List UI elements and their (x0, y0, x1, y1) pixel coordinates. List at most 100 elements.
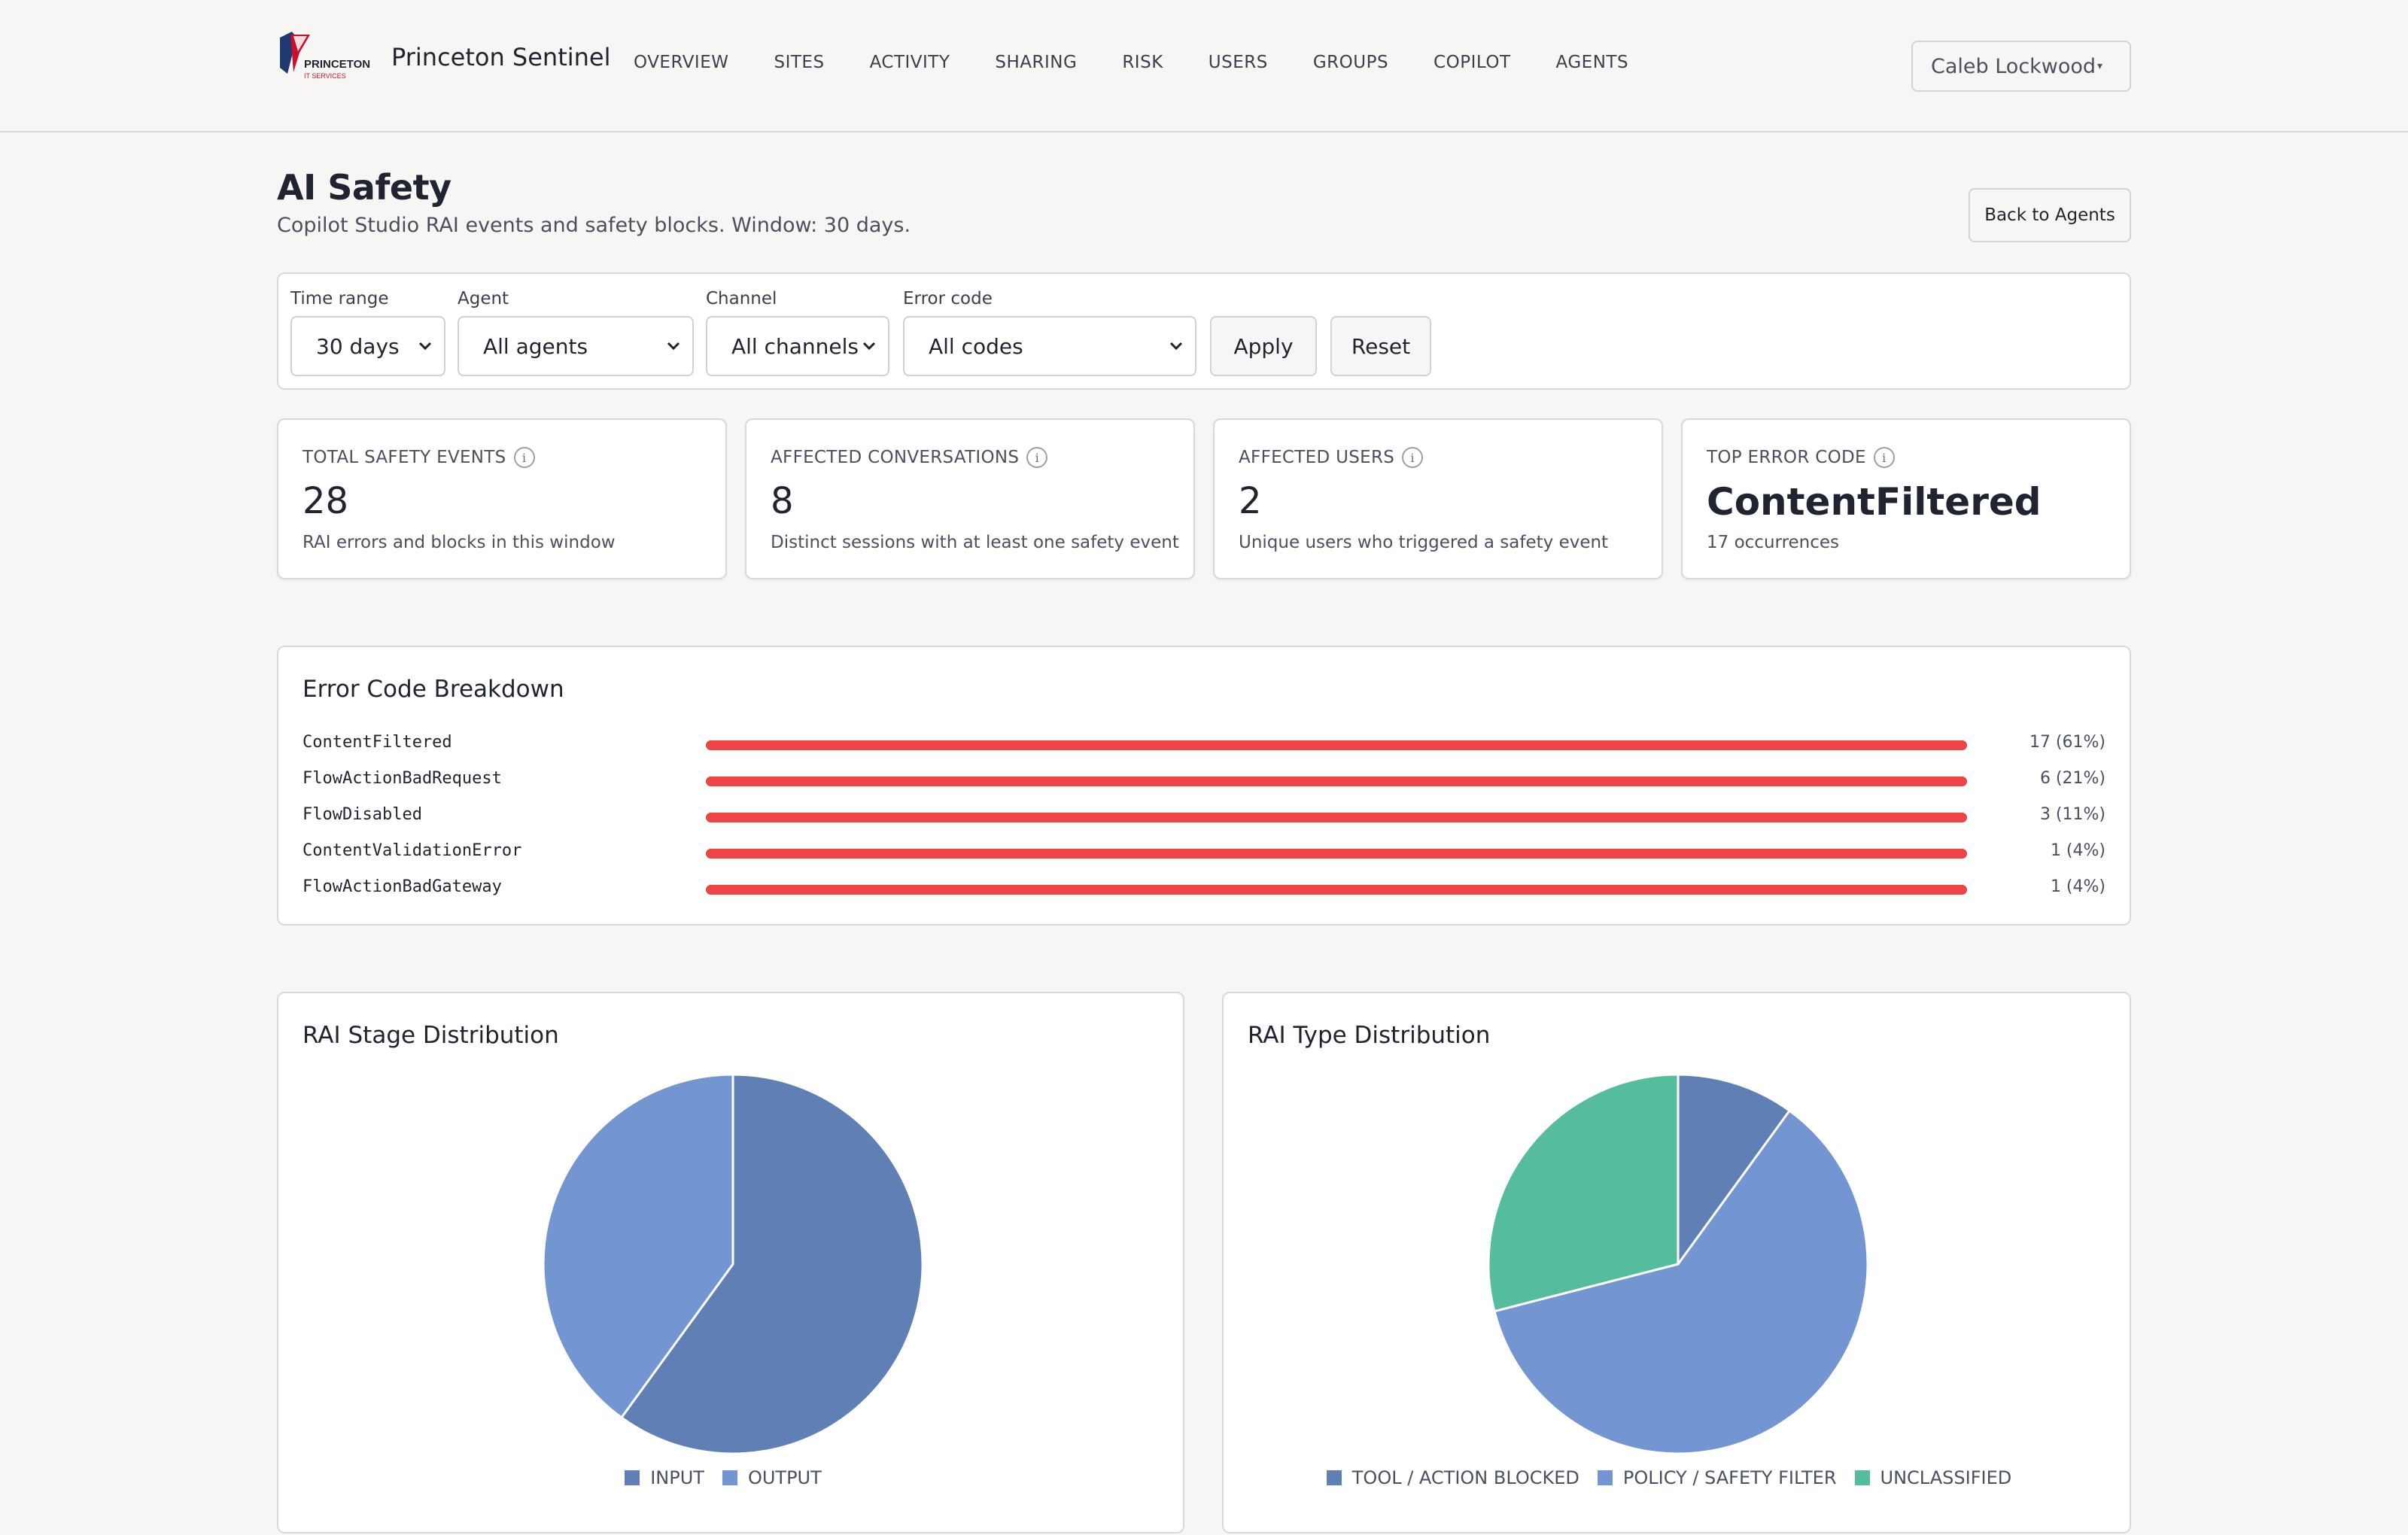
kpi-description: RAI errors and blocks in this window (303, 533, 616, 552)
error-count: 1 (4%) (2050, 841, 2105, 860)
legend-entry[interactable]: OUTPUT (722, 1467, 822, 1488)
chevron-down-icon (418, 342, 432, 351)
kpi-value: 8 (771, 480, 794, 522)
error-row: FlowActionBadGateway 1 (4%) (278, 874, 2130, 904)
time-range-label: Time range (290, 289, 389, 309)
kpi-label-text: TOTAL SAFETY EVENTS (303, 448, 506, 467)
brand[interactable]: PRINCETON IT SERVICES Princeton Sentinel (277, 30, 611, 84)
kpi-value: 28 (303, 480, 349, 522)
nav-sharing[interactable]: SHARING (995, 53, 1078, 72)
pie-slice-unclassified[interactable] (1487, 1073, 1680, 1313)
kpi-label: AFFECTED USERS i (1239, 447, 1424, 468)
legend-entry[interactable]: TOOL / ACTION BLOCKED (1326, 1467, 1579, 1488)
rai-stage-distribution-panel: RAI Stage Distribution INPUT OUTPUT (277, 992, 1184, 1533)
error-bar-track (706, 740, 1967, 750)
panel-title: RAI Stage Distribution (303, 1022, 559, 1049)
agent-value: All agents (483, 333, 588, 359)
nav-users[interactable]: USERS (1208, 53, 1268, 72)
panel-title: Error Code Breakdown (303, 676, 564, 703)
legend-swatch (1326, 1470, 1342, 1485)
legend-entry[interactable]: INPUT (625, 1467, 704, 1488)
error-bar (706, 777, 1967, 786)
error-code: FlowActionBadRequest (303, 769, 502, 788)
error-bar (706, 885, 1967, 895)
page-subtitle: Copilot Studio RAI events and safety blo… (277, 214, 911, 237)
rai-stage-pie-chart (542, 1073, 924, 1455)
nav-groups[interactable]: GROUPS (1312, 53, 1389, 72)
kpi-value: 2 (1239, 480, 1262, 522)
error-bar-track (706, 849, 1967, 859)
user-menu-button[interactable]: Caleb Lockwood ▾ (1911, 41, 2131, 92)
error-code-select[interactable]: All codes (903, 316, 1196, 376)
legend-label: INPUT (650, 1467, 704, 1488)
channel-label: Channel (706, 289, 777, 309)
page-title: AI Safety (277, 167, 451, 208)
kpi-description: Distinct sessions with at least one safe… (771, 533, 1179, 552)
error-code: FlowActionBadGateway (303, 877, 502, 896)
info-icon[interactable]: i (513, 447, 535, 468)
pie-slice-policy-safety-filter[interactable] (1493, 1109, 1869, 1455)
svg-text:IT SERVICES: IT SERVICES (304, 72, 346, 80)
agent-select[interactable]: All agents (458, 316, 694, 376)
info-icon[interactable]: i (1026, 447, 1048, 468)
back-to-agents-button[interactable]: Back to Agents (1969, 188, 2131, 242)
kpi-description: Unique users who triggered a safety even… (1239, 533, 1609, 552)
panel-title: RAI Type Distribution (1248, 1022, 1491, 1049)
error-code-breakdown-panel: Error Code Breakdown ContentFiltered 17 … (277, 646, 2131, 926)
kpi-label: TOTAL SAFETY EVENTS i (303, 447, 535, 468)
rai-type-distribution-panel: RAI Type Distribution TOOL / ACTION BLOC… (1222, 992, 2131, 1533)
apply-button[interactable]: Apply (1210, 316, 1317, 376)
top-nav-bar: PRINCETON IT SERVICES Princeton Sentinel… (0, 0, 2408, 132)
nav-copilot[interactable]: COPILOT (1434, 53, 1511, 72)
caret-down-icon: ▾ (2096, 60, 2102, 72)
chevron-down-icon (1169, 342, 1183, 351)
svg-text:PRINCETON: PRINCETON (304, 58, 370, 71)
legend-entry[interactable]: UNCLASSIFIED (1854, 1467, 2012, 1488)
kpi-label: AFFECTED CONVERSATIONS i (771, 447, 1048, 468)
pie-slice-tool-action-blocked[interactable] (1677, 1073, 1792, 1268)
nav-risk[interactable]: RISK (1122, 53, 1163, 72)
main-nav: OVERVIEW SITES ACTIVITY SHARING RISK USE… (634, 53, 1674, 72)
rai-type-pie-chart (1487, 1073, 1869, 1455)
agent-label: Agent (458, 289, 509, 309)
error-code: ContentFiltered (303, 733, 452, 752)
kpi-affected-conversations: AFFECTED CONVERSATIONS i 8 Distinct sessi… (745, 418, 1195, 579)
kpi-label: TOP ERROR CODE i (1707, 447, 1895, 468)
info-icon[interactable]: i (1402, 447, 1424, 468)
nav-activity[interactable]: ACTIVITY (869, 53, 950, 72)
error-bar (706, 849, 1967, 859)
channel-value: All channels (731, 333, 859, 359)
chevron-down-icon (862, 342, 876, 351)
time-range-select[interactable]: 30 days (290, 316, 445, 376)
info-icon[interactable]: i (1873, 447, 1895, 468)
chart-legend: TOOL / ACTION BLOCKED POLICY / SAFETY FIL… (1224, 1467, 2133, 1488)
error-code: ContentValidationError (303, 841, 522, 860)
legend-entry[interactable]: POLICY / SAFETY FILTER (1597, 1467, 1837, 1488)
error-bar-track (706, 813, 1967, 822)
kpi-value: ContentFiltered (1707, 480, 2042, 524)
channel-select[interactable]: All channels (706, 316, 889, 376)
error-code: FlowDisabled (303, 805, 422, 824)
legend-swatch (625, 1470, 640, 1485)
error-row: ContentFiltered 17 (61%) (278, 730, 2130, 760)
error-count: 6 (21%) (2039, 769, 2105, 788)
kpi-label-text: AFFECTED USERS (1239, 448, 1395, 467)
legend-label: POLICY / SAFETY FILTER (1622, 1467, 1837, 1488)
kpi-label-text: TOP ERROR CODE (1707, 448, 1866, 467)
pie-slice-input[interactable] (619, 1073, 924, 1455)
error-code-value: All codes (929, 333, 1023, 359)
nav-overview[interactable]: OVERVIEW (634, 53, 729, 72)
error-bar (706, 740, 1967, 750)
kpi-affected-users: AFFECTED USERS i 2 Unique users who trigg… (1213, 418, 1663, 579)
pie-slice-output[interactable] (542, 1073, 734, 1419)
kpi-total-safety-events: TOTAL SAFETY EVENTS i 28 RAI errors and b… (277, 418, 727, 579)
legend-label: UNCLASSIFIED (1880, 1467, 2012, 1488)
filters-bar: Time range 30 days Agent All agents Chan… (277, 272, 2131, 390)
reset-button[interactable]: Reset (1330, 316, 1431, 376)
nav-sites[interactable]: SITES (774, 53, 825, 72)
chart-legend: INPUT OUTPUT (278, 1467, 1186, 1488)
legend-label: TOOL / ACTION BLOCKED (1351, 1467, 1579, 1488)
legend-swatch (1854, 1470, 1870, 1485)
nav-agents[interactable]: AGENTS (1555, 53, 1629, 72)
kpi-description: 17 occurrences (1707, 533, 1840, 552)
